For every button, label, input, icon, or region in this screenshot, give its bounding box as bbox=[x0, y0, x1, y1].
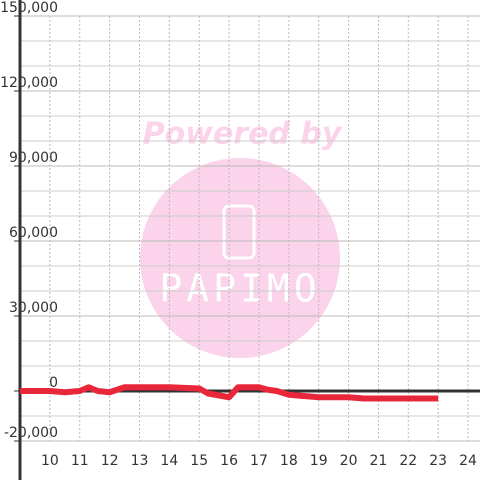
x-tick-label: 24 bbox=[459, 453, 477, 469]
x-tick-label: 19 bbox=[310, 453, 328, 469]
x-tick-label: 20 bbox=[340, 453, 358, 469]
y-tick-label: 120,000 bbox=[0, 75, 58, 91]
x-tick-label: 17 bbox=[250, 453, 268, 469]
watermark bbox=[140, 158, 340, 358]
x-tick-label: 21 bbox=[370, 453, 388, 469]
x-tick-label: 16 bbox=[220, 453, 238, 469]
y-tick-label: 30,000 bbox=[9, 300, 58, 316]
watermark-text: Powered by bbox=[143, 117, 343, 152]
x-tick-label: 23 bbox=[429, 453, 447, 469]
y-tick-label: 0 bbox=[49, 375, 58, 391]
x-tick-label: 11 bbox=[71, 453, 89, 469]
x-tick-label: 13 bbox=[131, 453, 149, 469]
x-tick-label: 22 bbox=[399, 453, 417, 469]
x-tick-label: 12 bbox=[101, 453, 119, 469]
y-tick-label: 150,000 bbox=[0, 0, 58, 16]
x-tick-label: 10 bbox=[41, 453, 59, 469]
watermark-icon bbox=[222, 204, 256, 260]
x-tick-label: 15 bbox=[190, 453, 208, 469]
y-tick-label: -20,000 bbox=[4, 425, 58, 441]
x-tick-label: 18 bbox=[280, 453, 298, 469]
y-tick-label: 60,000 bbox=[9, 225, 58, 241]
x-tick-label: 14 bbox=[160, 453, 178, 469]
series-line bbox=[20, 384, 439, 402]
watermark-text: PAPIMO bbox=[159, 267, 320, 311]
y-tick-label: 90,000 bbox=[9, 150, 58, 166]
